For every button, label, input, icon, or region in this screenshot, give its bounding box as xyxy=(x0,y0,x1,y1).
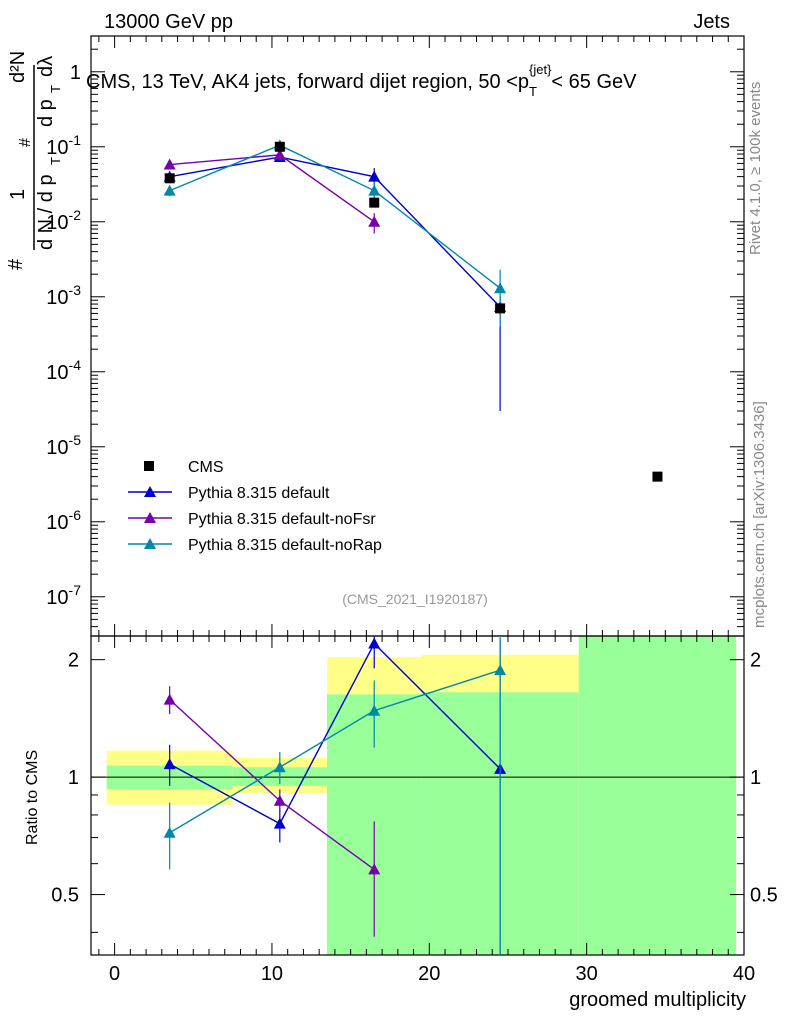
x-tick-label: 20 xyxy=(418,963,440,985)
y-tick-label: 1 xyxy=(70,62,81,84)
legend-marker-1 xyxy=(144,486,156,497)
ratio-line-0 xyxy=(169,642,501,825)
series-point-2 xyxy=(163,184,176,196)
ratio-point-1 xyxy=(163,693,176,705)
title-sup: {jet} xyxy=(529,62,552,77)
series-point-2 xyxy=(368,184,381,196)
ratio-point-2 xyxy=(494,664,507,676)
y-tick-label: 10-4 xyxy=(46,357,81,384)
legend: CMS Pythia 8.315 default Pythia 8.315 defa… xyxy=(128,459,382,554)
title-post: < 65 GeV xyxy=(551,71,637,93)
ratio-point-1 xyxy=(368,863,381,875)
cms-data-point xyxy=(652,471,663,482)
cms-data-point xyxy=(164,173,175,184)
series-point-2 xyxy=(494,282,507,294)
ratio-point-2 xyxy=(368,704,381,716)
header-left: 13000 GeV pp xyxy=(104,11,233,33)
ratio-tick-label-right: 0.5 xyxy=(750,885,778,907)
data-marks xyxy=(163,139,663,955)
series-line-1 xyxy=(169,154,375,223)
x-axis-label: groomed multiplicity xyxy=(569,989,746,1011)
legend-label-3: Pythia 8.315 default-noRap xyxy=(188,537,382,554)
ylabel-t-sub: T xyxy=(48,157,63,165)
series-point-0 xyxy=(368,170,381,182)
series-line-2 xyxy=(169,144,501,289)
series-line-0 xyxy=(169,156,501,308)
ratio-tick-label-right: 1 xyxy=(750,767,761,789)
ratio-point-0 xyxy=(368,637,381,649)
cms-data-point xyxy=(274,141,285,152)
ratio-point-1 xyxy=(273,794,286,806)
x-tick-label: 0 xyxy=(109,963,120,985)
ylabel-dp: d p xyxy=(35,99,57,127)
ylabel-dn-dp: d N / d p xyxy=(35,174,57,250)
ratio-point-2 xyxy=(163,826,176,838)
y-tick-label: 10-5 xyxy=(46,432,81,459)
ratio-tick-label-left: 0.5 xyxy=(51,885,79,907)
ratio-point-0 xyxy=(163,758,176,770)
x-tick-label: 30 xyxy=(576,963,598,985)
x-tick-label: 40 xyxy=(733,963,755,985)
legend-marker-3 xyxy=(144,538,156,549)
ratio-point-2 xyxy=(273,761,286,773)
y-tick-label: 10-2 xyxy=(46,207,81,234)
rivet-label: Rivet 4.1.0, ≥ 100k events xyxy=(747,82,764,255)
ratio-tick-label-left: 2 xyxy=(68,650,79,672)
title-sub: T xyxy=(529,84,537,99)
legend-label-1: Pythia 8.315 default xyxy=(188,485,330,502)
ylabel-hash-left: # xyxy=(5,258,27,270)
y-tick-label: 10-1 xyxy=(46,132,81,159)
ratio-tick-label-right: 2 xyxy=(750,650,761,672)
ylabel-d2n: d²N xyxy=(7,51,29,83)
ylabel-one: 1 xyxy=(7,189,29,200)
legend-label-0: CMS xyxy=(188,459,224,476)
y-tick-label: 10-3 xyxy=(46,282,81,309)
ylabel-dlambda: dλ xyxy=(35,56,57,77)
series-point-1 xyxy=(163,158,176,170)
ratio-tick-label-left: 1 xyxy=(68,767,79,789)
legend-label-2: Pythia 8.315 default-noFsr xyxy=(188,511,376,528)
y-tick-label: 10-7 xyxy=(46,582,81,609)
x-tick-label: 10 xyxy=(261,963,283,985)
ratio-bands xyxy=(106,636,737,955)
ylabel-hash-mid: # xyxy=(17,138,34,147)
ratio-y-label: Ratio to CMS xyxy=(24,750,41,845)
legend-marker-2 xyxy=(144,512,156,523)
y-tick-label: 10-6 xyxy=(46,507,81,534)
ratio-line-2 xyxy=(169,669,501,834)
watermark: (CMS_2021_I1920187) xyxy=(342,591,488,607)
green-band-4 xyxy=(578,636,737,955)
header-right: Jets xyxy=(693,11,730,33)
series-point-1 xyxy=(273,148,286,160)
title-pre: CMS, 13 TeV, AK4 jets, forward dijet reg… xyxy=(86,71,529,93)
ratio-frame xyxy=(90,635,745,956)
y-axis-label: # 1 d N / d p T # d²N d p T dλ xyxy=(5,51,63,270)
ylabel-dp-t: T xyxy=(48,85,63,93)
cms-data-point xyxy=(495,303,506,314)
series-point-1 xyxy=(368,215,381,227)
axis-ticks: 0 10 20 30 40 10-7 10-6 10-5 10-4 10-3 10-2 10-1 1 0.… xyxy=(46,35,778,985)
chart-title: CMS, 13 TeV, AK4 jets, forward dijet reg… xyxy=(86,62,637,99)
mcplots-label: mcplots.cern.ch [arXiv:1306.3436] xyxy=(751,401,768,628)
cms-data-point xyxy=(369,197,380,208)
ratio-point-0 xyxy=(273,817,286,829)
legend-marker-cms xyxy=(144,461,154,471)
